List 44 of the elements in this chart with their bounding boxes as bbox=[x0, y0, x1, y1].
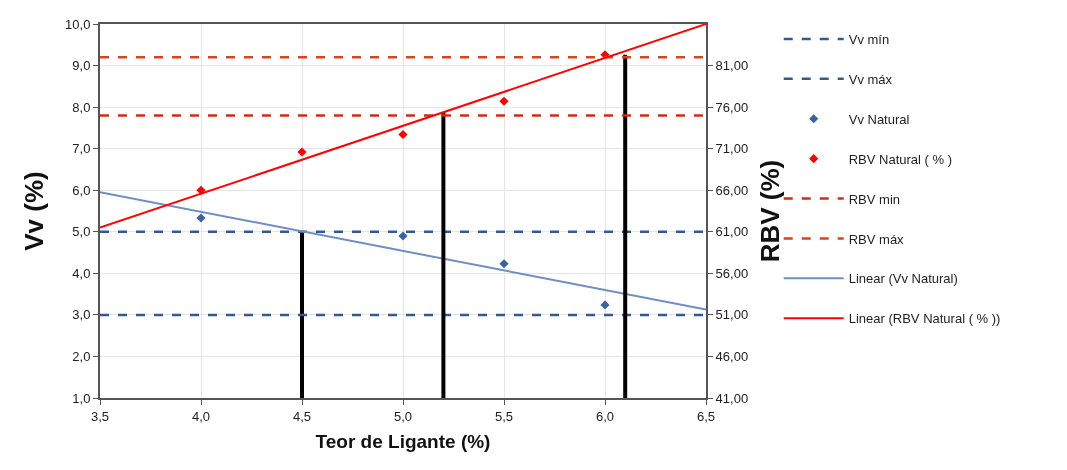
y2-axis-title: RBV (%) bbox=[755, 159, 786, 263]
y-tick-label: 6,0 bbox=[72, 182, 91, 198]
point bbox=[297, 147, 307, 157]
legend-label: RBV máx bbox=[848, 231, 905, 247]
legend-label: Linear (Vv Natural) bbox=[848, 271, 958, 287]
point bbox=[499, 259, 509, 269]
y2-tick-label: 76,00 bbox=[715, 99, 749, 115]
point bbox=[196, 213, 206, 223]
y-tick-label: 2,0 bbox=[72, 348, 91, 364]
y-tick-label: 9,0 bbox=[72, 58, 91, 74]
point bbox=[398, 231, 408, 241]
point bbox=[499, 96, 509, 106]
x-tick-label: 6,0 bbox=[595, 408, 615, 424]
x-tick-label: 4,0 bbox=[191, 408, 211, 424]
legend-label: Vv mín bbox=[848, 32, 890, 48]
legend-label: Vv máx bbox=[848, 71, 893, 87]
point bbox=[398, 129, 408, 140]
y2-tick-label: 81,00 bbox=[715, 58, 749, 74]
x-tick-label: 6,5 bbox=[696, 408, 716, 424]
legend-label: RBV Natural ( % ) bbox=[848, 151, 953, 167]
y2-tick-label: 71,00 bbox=[715, 141, 749, 157]
x-tick-label: 3,5 bbox=[90, 408, 110, 424]
point bbox=[600, 300, 610, 310]
y-tick-label: 5,0 bbox=[72, 224, 91, 240]
y-axis-title: Vv (%) bbox=[18, 171, 49, 251]
y-tick-label: 4,0 bbox=[72, 265, 91, 281]
x-tick-label: 5,0 bbox=[393, 408, 413, 424]
y-tick-label: 7,0 bbox=[72, 141, 91, 157]
y2-tick-label: 41,00 bbox=[715, 390, 749, 406]
x-axis-title: Teor de Ligante (%) bbox=[315, 430, 491, 452]
legend-label: Linear (RBV Natural ( % )) bbox=[848, 311, 1001, 327]
y2-tick-label: 51,00 bbox=[715, 307, 749, 323]
y-tick-label: 10,0 bbox=[65, 16, 91, 32]
x-tick-label: 4,5 bbox=[292, 408, 312, 424]
y2-tick-label: 66,00 bbox=[715, 182, 749, 198]
y2-tick-label: 56,00 bbox=[715, 265, 749, 281]
legend-label: Vv Natural bbox=[848, 111, 910, 127]
y2-tick-label: 61,00 bbox=[715, 224, 749, 240]
x-tick-label: 5,5 bbox=[494, 408, 514, 424]
y-tick-label: 8,0 bbox=[72, 99, 91, 115]
y2-tick-label: 46,00 bbox=[715, 348, 749, 364]
legend-label: RBV min bbox=[848, 191, 901, 207]
y-tick-label: 1,0 bbox=[72, 390, 91, 406]
y-tick-label: 3,0 bbox=[72, 307, 91, 323]
